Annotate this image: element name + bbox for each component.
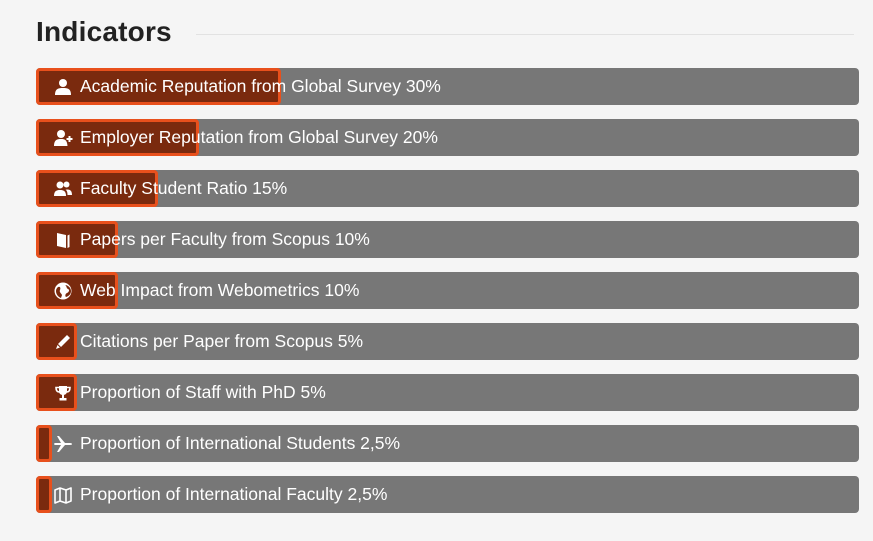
airplane-icon <box>52 433 74 455</box>
indicator-content: Proportion of Staff with PhD 5% <box>52 374 326 411</box>
indicator-label: Web Impact from Webometrics 10% <box>80 280 360 300</box>
indicator-row-papers-per-faculty[interactable]: Papers per Faculty from Scopus 10% <box>36 221 859 258</box>
globe-icon <box>52 280 74 302</box>
user-icon <box>52 76 74 98</box>
indicator-label: Proportion of Staff with PhD 5% <box>80 382 326 402</box>
users-icon <box>52 178 74 200</box>
indicator-fill-bar <box>36 323 77 360</box>
indicator-content: Faculty Student Ratio 15% <box>52 170 287 207</box>
indicator-row-academic-reputation[interactable]: Academic Reputation from Global Survey 3… <box>36 68 859 105</box>
indicator-label: Papers per Faculty from Scopus 10% <box>80 229 370 249</box>
book-icon <box>52 229 74 251</box>
indicator-content: Papers per Faculty from Scopus 10% <box>52 221 370 258</box>
indicator-row-international-faculty[interactable]: Proportion of International Faculty 2,5% <box>36 476 859 513</box>
indicator-list: Academic Reputation from Global Survey 3… <box>36 68 859 527</box>
indicator-label: Citations per Paper from Scopus 5% <box>80 331 364 351</box>
indicator-content: Employer Reputation from Global Survey 2… <box>52 119 438 156</box>
indicator-fill-bar <box>36 119 199 156</box>
indicators-header: Indicators <box>36 12 854 52</box>
indicator-fill-bar <box>36 476 52 513</box>
map-icon <box>52 484 74 506</box>
indicator-label: Faculty Student Ratio 15% <box>80 178 288 198</box>
indicator-content: Academic Reputation from Global Survey 3… <box>52 68 441 105</box>
indicator-fill-bar <box>36 221 118 258</box>
indicator-row-employer-reputation[interactable]: Employer Reputation from Global Survey 2… <box>36 119 859 156</box>
pencil-icon <box>52 331 74 353</box>
trophy-icon <box>52 382 74 404</box>
indicator-row-citations-per-paper[interactable]: Citations per Paper from Scopus 5% <box>36 323 859 360</box>
indicator-row-staff-with-phd[interactable]: Proportion of Staff with PhD 5% <box>36 374 859 411</box>
indicator-fill-bar <box>36 68 281 105</box>
indicator-content: Proportion of International Students 2,5… <box>52 425 400 462</box>
indicator-fill-bar <box>36 374 77 411</box>
section-divider <box>195 33 854 35</box>
indicator-content: Web Impact from Webometrics 10% <box>52 272 359 309</box>
indicator-label: Proportion of International Students 2,5… <box>80 433 401 453</box>
indicator-fill-bar <box>36 272 118 309</box>
indicator-row-faculty-student-ratio[interactable]: Faculty Student Ratio 15% <box>36 170 859 207</box>
indicator-content: Proportion of International Faculty 2,5% <box>52 476 387 513</box>
indicator-fill-bar <box>36 170 159 207</box>
indicator-fill-bar <box>36 425 52 462</box>
indicator-label: Proportion of International Faculty 2,5% <box>80 484 388 504</box>
indicator-row-web-impact[interactable]: Web Impact from Webometrics 10% <box>36 272 859 309</box>
section-title: Indicators <box>36 16 172 47</box>
indicator-content: Citations per Paper from Scopus 5% <box>52 323 363 360</box>
indicator-label: Employer Reputation from Global Survey 2… <box>80 127 438 147</box>
user-plus-icon <box>52 127 74 149</box>
indicator-label: Academic Reputation from Global Survey 3… <box>80 76 441 96</box>
indicator-row-international-students[interactable]: Proportion of International Students 2,5… <box>36 425 859 462</box>
